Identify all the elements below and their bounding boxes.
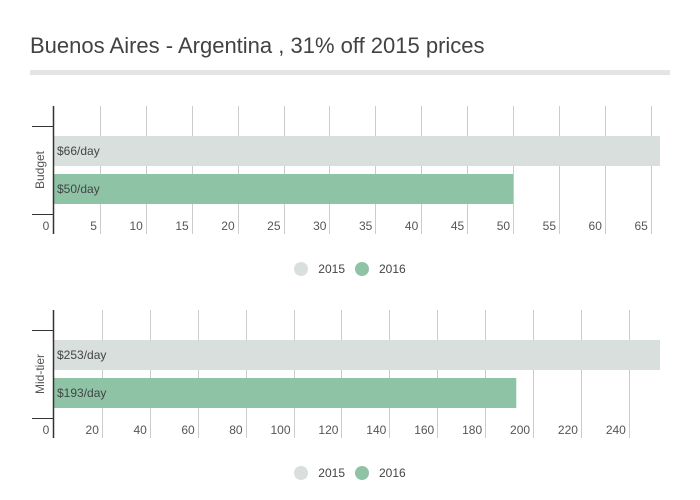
mid-tier-legend-label-2016: 2016 (379, 466, 406, 480)
mid-tier-tick-label-20: 20 (86, 423, 100, 437)
mid-tier-bar-2016 (54, 378, 517, 408)
mid-tier-tick-label-220: 220 (558, 423, 578, 437)
budget-legend-item-2016[interactable]: 2016 (355, 262, 406, 276)
mid-tier-category-label: Mid-tier (33, 354, 47, 394)
mid-tier-tick-label-200: 200 (510, 423, 530, 437)
budget-tick-label-15: 15 (175, 219, 189, 233)
budget-tick-label-0: 0 (43, 219, 50, 233)
budget-tick-label-60: 60 (589, 219, 603, 233)
chart-title: Buenos Aires - Argentina , 31% off 2015 … (30, 33, 485, 58)
budget-tick-label-30: 30 (313, 219, 327, 233)
mid-tier-tick-label-0: 0 (43, 423, 50, 437)
mid-tier-legend-label-2015: 2015 (318, 466, 345, 480)
budget-legend-swatch-2015 (294, 262, 309, 276)
mid-tier-legend-item-2016[interactable]: 2016 (355, 466, 406, 480)
budget-tick-label-10: 10 (129, 219, 143, 233)
mid-tier-tick-label-240: 240 (606, 423, 626, 437)
budget-legend-item-2015[interactable]: 2015 (294, 262, 345, 276)
budget-tick-label-65: 65 (634, 219, 648, 233)
budget-legend-swatch-2016 (355, 262, 369, 276)
mid-tier-bar-label-2016: $193/day (57, 386, 106, 400)
mid-tier-tick-label-180: 180 (462, 423, 482, 437)
budget-bar-2015 (54, 136, 660, 166)
budget-legend-label-2016: 2016 (379, 262, 406, 276)
mid-tier-bar-chart: $253/day $193/day Mid-tier 0 20 40 60 80 100 120 1… (32, 310, 660, 438)
mid-tier-legend-swatch-2015 (294, 466, 309, 480)
mid-tier-tick-label-100: 100 (270, 423, 290, 437)
mid-tier-tick-label-120: 120 (318, 423, 338, 437)
budget-tick-label-35: 35 (359, 219, 373, 233)
mid-tier-tick-label-140: 140 (366, 423, 386, 437)
mid-tier-legend-item-2015[interactable]: 2015 (294, 466, 345, 480)
mid-tier-bar-2015 (54, 340, 660, 370)
mid-tier-tick-label-80: 80 (229, 423, 243, 437)
mid-tier-chart-legend: 2015 2016 (0, 466, 700, 480)
budget-bar-2016 (54, 174, 514, 204)
mid-tier-tick-label-60: 60 (181, 423, 195, 437)
budget-tick-label-25: 25 (267, 219, 281, 233)
budget-tick-label-20: 20 (221, 219, 235, 233)
budget-legend-label-2015: 2015 (318, 262, 345, 276)
budget-tick-label-55: 55 (543, 219, 557, 233)
budget-tick-label-45: 45 (451, 219, 465, 233)
budget-tick-label-50: 50 (497, 219, 511, 233)
budget-bar-label-2015: $66/day (57, 144, 100, 158)
budget-bar-chart: $66/day $50/day Budget 0 5 10 15 20 25 30 35 40 45 50… (32, 106, 660, 234)
budget-category-label: Budget (33, 150, 47, 189)
budget-bar-label-2016: $50/day (57, 182, 100, 196)
mid-tier-tick-label-40: 40 (133, 423, 147, 437)
budget-tick-label-5: 5 (90, 219, 97, 233)
budget-chart-legend: 2015 2016 (0, 262, 700, 276)
budget-tick-label-40: 40 (405, 219, 419, 233)
title-divider (30, 70, 670, 75)
mid-tier-bar-label-2015: $253/day (57, 348, 106, 362)
mid-tier-legend-swatch-2016 (355, 466, 369, 480)
mid-tier-tick-label-160: 160 (414, 423, 434, 437)
